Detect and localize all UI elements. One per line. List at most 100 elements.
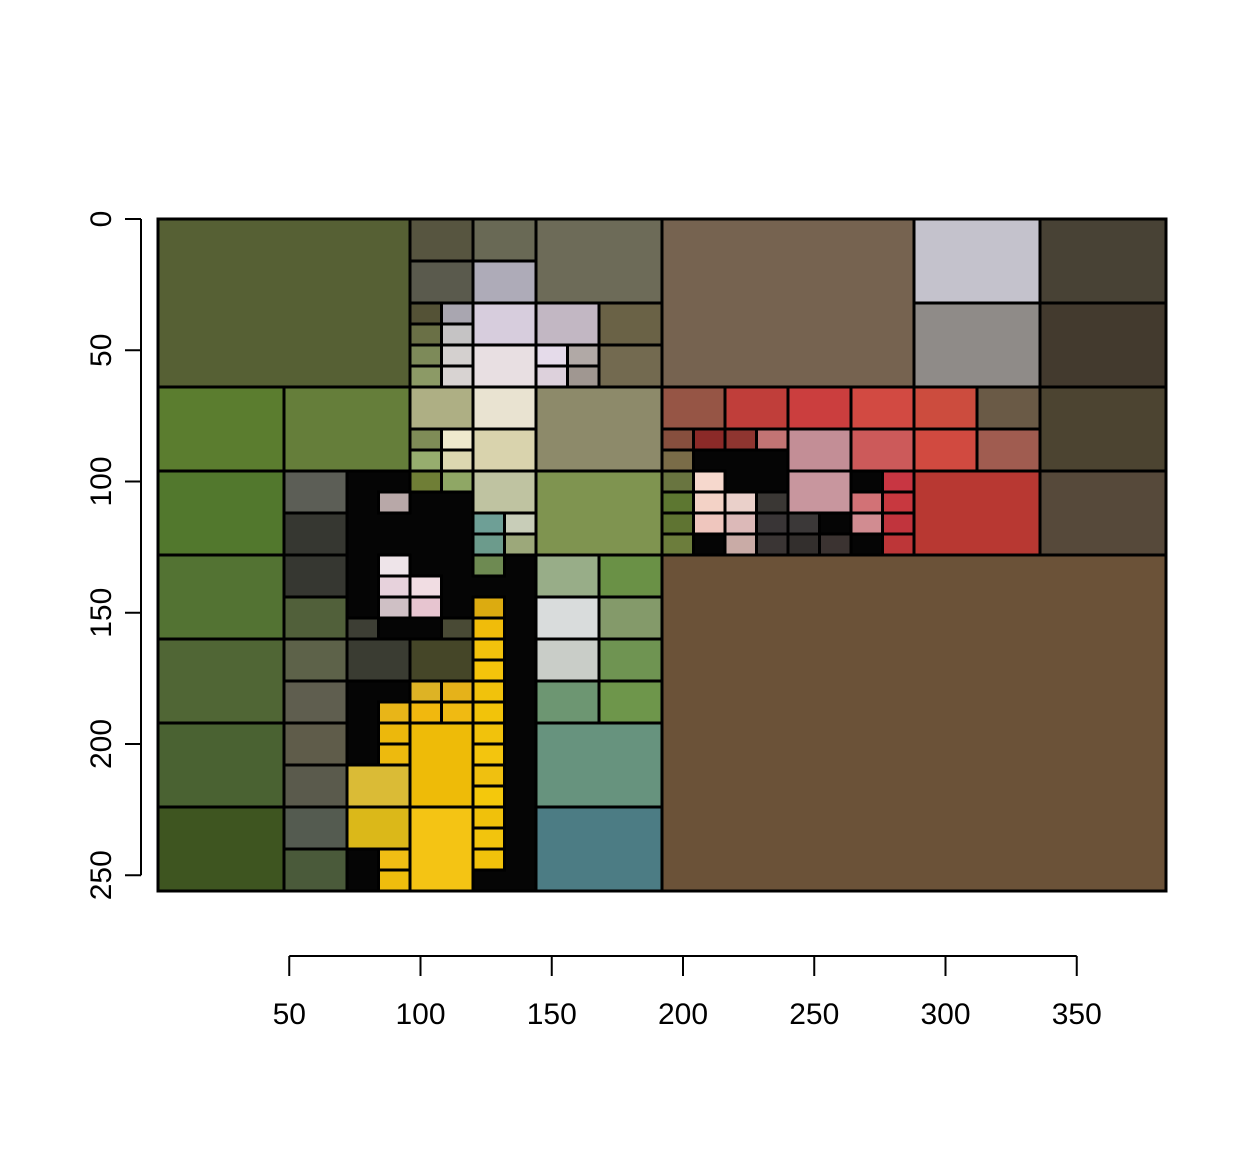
tile-116: [471, 784, 506, 809]
tile-23: [660, 217, 916, 389]
tile-26: [912, 301, 1042, 389]
tile-15: [471, 343, 538, 389]
tile-10: [408, 343, 443, 368]
tile-124: [408, 637, 475, 683]
tile-90: [471, 553, 506, 578]
x-tick-label: 100: [395, 998, 445, 1031]
tile-55: [282, 469, 349, 515]
tile-112: [471, 700, 506, 725]
tile-100: [377, 574, 412, 599]
tile-19: [566, 343, 601, 368]
tile-76: [786, 532, 821, 557]
tile-38: [660, 385, 727, 431]
tile-117: [471, 805, 506, 830]
tile-36: [471, 427, 538, 473]
tile-17: [597, 301, 664, 347]
tile-34: [408, 448, 443, 473]
tile-136: [282, 763, 349, 809]
tile-5: [471, 259, 538, 305]
tile-146: [408, 805, 475, 893]
tile-69: [723, 511, 758, 536]
tile-93: [282, 595, 349, 641]
tile-78: [849, 490, 884, 515]
plot-area: [156, 217, 1168, 893]
tile-16: [534, 301, 601, 347]
tile-102: [408, 595, 443, 620]
tile-65: [692, 469, 727, 494]
tile-103: [377, 595, 412, 620]
tile-83: [881, 532, 916, 557]
tile-119: [471, 847, 506, 872]
tile-113: [471, 721, 506, 746]
tile-114: [471, 742, 506, 767]
tile-53: [975, 427, 1042, 473]
tile-81: [881, 490, 916, 515]
tile-67: [692, 511, 727, 536]
tile-41: [849, 385, 916, 431]
tile-50: [786, 427, 853, 473]
tile-27: [1038, 301, 1168, 389]
tile-59: [471, 469, 538, 515]
tile-147: [377, 847, 412, 872]
tile-18: [534, 343, 569, 368]
y-tick-label: 250: [85, 850, 118, 900]
tile-106: [440, 616, 475, 641]
tile-137: [377, 721, 412, 746]
tile-126: [597, 637, 664, 683]
tile-2: [471, 217, 538, 263]
tile-32: [408, 427, 443, 452]
tile-28: [156, 385, 286, 473]
y-axis: 0 50 100 150 200 250: [85, 211, 142, 900]
tile-6: [408, 301, 443, 326]
y-tick-label: 200: [85, 719, 118, 769]
tile-74: [786, 469, 853, 515]
tile-37: [534, 385, 664, 473]
tile-134: [156, 721, 286, 809]
tile-80: [881, 469, 916, 494]
tile-95: [597, 553, 664, 599]
tile-142: [282, 805, 349, 851]
tile-129: [408, 679, 443, 704]
tile-46: [692, 427, 727, 452]
tile-123: [345, 637, 412, 683]
tile-84: [912, 469, 1042, 557]
tile-88: [471, 532, 506, 557]
tile-58: [440, 469, 475, 494]
tile-73: [755, 532, 790, 557]
tile-79: [849, 511, 884, 536]
tile-85: [1038, 469, 1168, 557]
tile-70: [723, 532, 758, 557]
tile-111: [471, 679, 506, 704]
tile-118: [471, 826, 506, 851]
x-tick-label: 200: [658, 998, 708, 1031]
tile-25: [1038, 217, 1168, 305]
tile-21: [566, 364, 601, 389]
tile-127: [534, 679, 601, 725]
tile-145: [345, 805, 412, 851]
tile-39: [723, 385, 790, 431]
tile-120: [156, 637, 286, 725]
tile-44: [1038, 385, 1168, 473]
tile-139: [408, 721, 475, 809]
tile-40: [786, 385, 853, 431]
tile-22: [597, 343, 664, 389]
tile-107: [471, 595, 506, 620]
tile-87: [503, 511, 538, 536]
tile-62: [660, 490, 695, 515]
tile-77: [818, 532, 853, 557]
tile-12: [408, 364, 443, 389]
tile-143: [282, 847, 349, 893]
tile-4: [408, 259, 475, 305]
tile-96: [534, 595, 601, 641]
tile-13: [440, 364, 475, 389]
tile-45: [660, 427, 695, 452]
tile-56: [282, 511, 349, 557]
x-tick-label: 300: [920, 998, 970, 1031]
tile-75: [786, 511, 821, 536]
plot-border: [156, 217, 1168, 893]
tile-133: [440, 700, 475, 725]
tile-125: [534, 637, 601, 683]
y-tick-label: 100: [85, 456, 118, 506]
tile-128: [597, 679, 664, 725]
